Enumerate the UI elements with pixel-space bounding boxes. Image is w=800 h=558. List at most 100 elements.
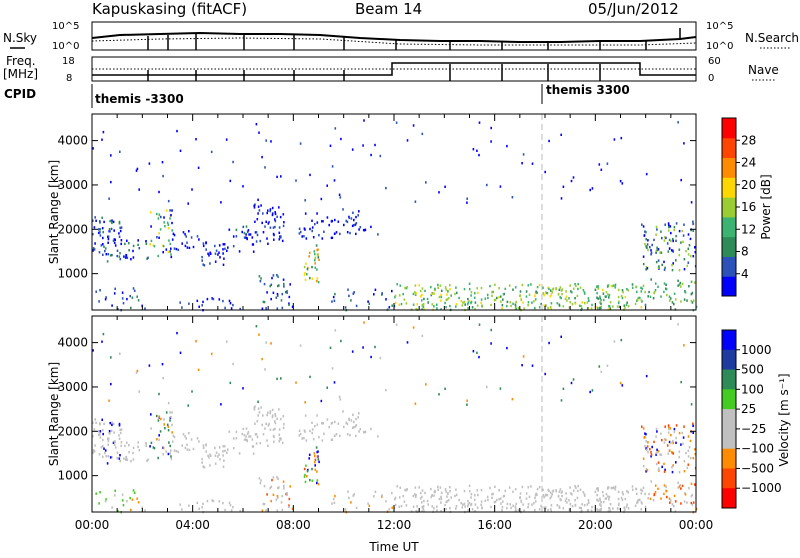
scatter-cell bbox=[490, 342, 492, 345]
scatter-cell bbox=[278, 428, 281, 431]
scatter-cell bbox=[494, 500, 497, 503]
scatter-cell bbox=[246, 432, 249, 435]
scatter-cell bbox=[275, 296, 278, 299]
scatter-cell bbox=[681, 229, 683, 233]
scatter-cell bbox=[656, 248, 659, 252]
scatter-cell bbox=[467, 503, 470, 506]
scatter-cell bbox=[412, 292, 415, 296]
scatter-cell bbox=[671, 249, 673, 252]
scatter-cell bbox=[171, 209, 173, 212]
scatter-cell bbox=[111, 304, 113, 307]
scatter-cell bbox=[584, 292, 586, 295]
scatter-cell bbox=[664, 438, 666, 441]
scatter-cell bbox=[478, 323, 481, 326]
scatter-cell bbox=[422, 505, 425, 508]
scatter-cell bbox=[358, 210, 360, 213]
scatter-cell bbox=[326, 418, 329, 421]
scatter-cell bbox=[474, 509, 476, 513]
scatter-cell bbox=[484, 499, 487, 502]
scatter-cell bbox=[137, 239, 139, 242]
scatter-cell bbox=[157, 456, 159, 460]
scatter-cell bbox=[377, 233, 379, 236]
scatter-cell bbox=[440, 289, 443, 292]
scatter-cell bbox=[460, 299, 462, 303]
scatter-cell bbox=[101, 216, 103, 219]
scatter-cell bbox=[274, 212, 277, 216]
scatter-cell bbox=[226, 451, 228, 454]
scatter-cell bbox=[104, 500, 107, 503]
scatter-cell bbox=[523, 307, 525, 310]
scatter-cell bbox=[440, 299, 442, 302]
scatter-cell bbox=[627, 289, 630, 292]
scatter-cell bbox=[663, 282, 666, 285]
scatter-cell bbox=[603, 500, 605, 504]
scatter-cell bbox=[637, 297, 639, 300]
colorbar-swatch bbox=[722, 349, 736, 371]
scatter-cell bbox=[359, 428, 362, 431]
scatter-cell bbox=[644, 290, 646, 294]
scatter-cell bbox=[223, 257, 225, 260]
scatter-cell bbox=[622, 291, 624, 294]
scatter-cell bbox=[654, 484, 657, 487]
scatter-cell bbox=[165, 450, 168, 453]
scatter-cell bbox=[447, 491, 449, 495]
scatter-cell bbox=[309, 173, 311, 177]
scatter-cell bbox=[406, 341, 409, 344]
power-scatter bbox=[92, 119, 698, 312]
scatter-cell bbox=[274, 225, 276, 229]
scatter-cell bbox=[218, 446, 221, 449]
scatter-cell bbox=[202, 244, 205, 248]
scatter-cell bbox=[118, 232, 120, 235]
scatter-cell bbox=[219, 458, 221, 461]
scatter-cell bbox=[600, 501, 602, 504]
scatter-cell bbox=[241, 432, 243, 436]
scatter-cell bbox=[170, 457, 173, 461]
scatter-cell bbox=[421, 132, 424, 136]
scatter-cell bbox=[286, 492, 288, 495]
scatter-cell bbox=[683, 268, 686, 271]
y-tick-label: 3000 bbox=[57, 380, 88, 394]
scatter-cell bbox=[683, 142, 685, 145]
scatter-cell bbox=[403, 500, 406, 503]
scatter-cell bbox=[331, 438, 334, 441]
scatter-cell bbox=[259, 482, 262, 485]
scatter-cell bbox=[692, 501, 695, 504]
scatter-cell bbox=[589, 390, 591, 394]
scatter-cell bbox=[272, 476, 275, 479]
scatter-cell bbox=[98, 453, 101, 456]
scatter-cell bbox=[266, 237, 268, 240]
scatter-cell bbox=[512, 504, 514, 507]
scatter-cell bbox=[473, 296, 476, 299]
scatter-cell bbox=[587, 499, 590, 502]
scatter-cell bbox=[260, 406, 262, 409]
scatter-cell bbox=[512, 302, 514, 305]
scatter-cell bbox=[421, 510, 423, 513]
scatter-cell bbox=[445, 508, 447, 511]
scatter-cell bbox=[130, 508, 132, 512]
scatter-cell bbox=[666, 444, 669, 447]
scatter-cell bbox=[486, 293, 489, 297]
scatter-cell bbox=[281, 494, 284, 498]
scatter-cell bbox=[352, 494, 355, 497]
scatter-cell bbox=[232, 505, 234, 509]
scatter-cell bbox=[309, 276, 311, 280]
scatter-cell bbox=[531, 301, 533, 304]
scatter-cell bbox=[303, 265, 306, 269]
scatter-cell bbox=[650, 251, 653, 254]
scatter-cell bbox=[158, 438, 160, 441]
scatter-cell bbox=[438, 295, 441, 299]
scatter-cell bbox=[311, 229, 313, 233]
scatter-cell bbox=[314, 256, 317, 259]
scatter-cell bbox=[656, 448, 658, 451]
scatter-cell bbox=[316, 479, 319, 482]
scatter-cell bbox=[252, 452, 255, 455]
scatter-cell bbox=[647, 441, 649, 444]
scatter-cell bbox=[538, 283, 541, 287]
scatter-cell bbox=[602, 292, 605, 295]
scatter-cell bbox=[278, 231, 281, 234]
scatter-cell bbox=[690, 501, 693, 505]
scatter-cell bbox=[506, 144, 508, 148]
scatter-cell bbox=[367, 300, 369, 303]
